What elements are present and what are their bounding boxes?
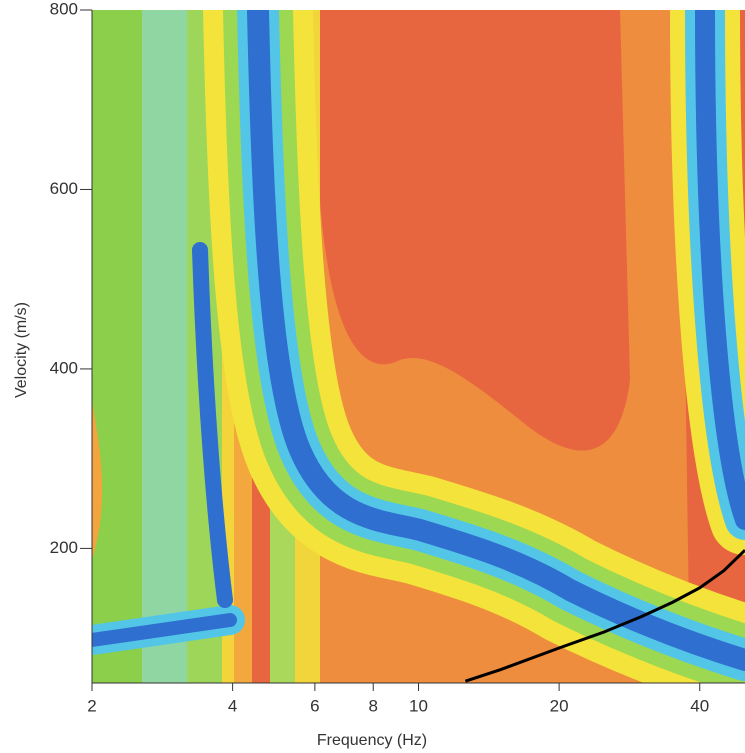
y-tick-label: 800 bbox=[50, 0, 78, 18]
x-tick-label: 40 bbox=[690, 696, 709, 715]
x-tick-label: 10 bbox=[409, 696, 428, 715]
dispersion-image bbox=[92, 10, 745, 683]
x-tick-label: 2 bbox=[87, 696, 96, 715]
y-tick-label: 200 bbox=[50, 538, 78, 557]
x-tick-label: 4 bbox=[228, 696, 237, 715]
y-tick-label: 600 bbox=[50, 179, 78, 198]
dispersion-curve bbox=[464, 549, 745, 683]
x-tick-label: 6 bbox=[310, 696, 319, 715]
x-tick-label: 8 bbox=[368, 696, 377, 715]
x-tick-label: 20 bbox=[550, 696, 569, 715]
y-tick-label: 400 bbox=[50, 358, 78, 377]
x-axis-label: Frequency (Hz) bbox=[317, 732, 427, 749]
y-axis-label: Velocity (m/s) bbox=[13, 302, 30, 398]
